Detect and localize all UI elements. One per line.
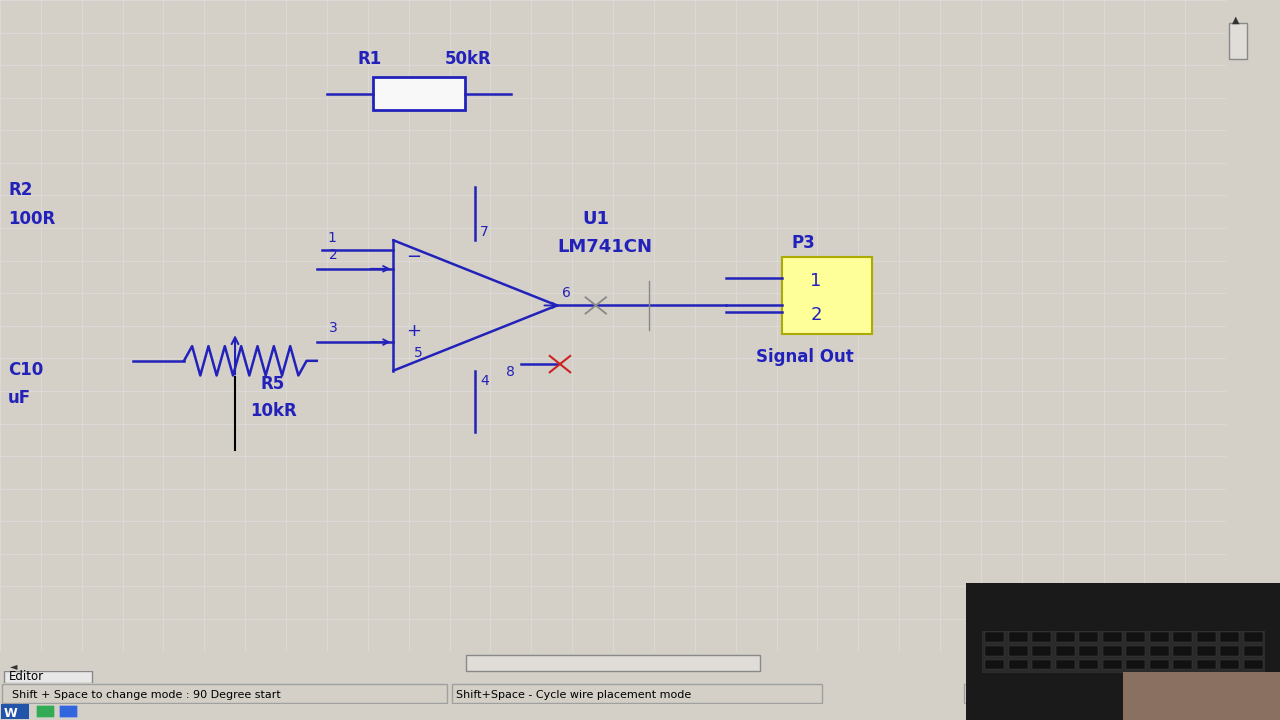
Text: 2: 2 [329,248,338,262]
Text: 1: 1 [326,231,335,245]
Text: 3: 3 [329,321,338,336]
Text: System: System [968,690,1010,700]
Bar [1174,632,1192,642]
Text: 5: 5 [413,346,422,360]
Bar [1009,660,1028,670]
Bar [1229,23,1247,58]
Text: R1: R1 [357,50,381,68]
Bar [1197,646,1216,656]
Text: Shift + Space to change mode : 90 Degree start: Shift + Space to change mode : 90 Degree… [13,690,282,700]
Text: P3: P3 [792,235,815,253]
Bar [1032,632,1051,642]
Text: LM741CN: LM741CN [557,238,652,256]
Text: Editor: Editor [9,670,44,683]
Text: 1: 1 [810,272,822,290]
Text: ▶: ▶ [1197,708,1204,719]
Text: uF: uF [8,390,31,408]
Text: 50kR: 50kR [444,50,492,68]
Bar [1009,646,1028,656]
Text: 4: 4 [480,374,489,388]
Bar [1126,660,1146,670]
Text: 10kR: 10kR [251,402,297,420]
Bar [1,703,29,719]
Bar [1079,660,1098,670]
Bar [1244,632,1263,642]
FancyBboxPatch shape [4,671,92,683]
Bar [59,706,77,717]
Bar [1126,632,1146,642]
Text: ►: ► [1189,661,1197,671]
Bar [372,77,465,110]
Bar [1032,660,1051,670]
Text: Design Compiler: Design Compiler [1084,690,1176,700]
Text: 8: 8 [506,365,515,379]
Bar [36,706,54,717]
Bar [1032,646,1051,656]
Bar [452,684,822,703]
Bar [986,646,1004,656]
Bar [1197,660,1216,670]
Bar [964,684,1071,703]
Bar [1103,646,1121,656]
Bar [1197,632,1216,642]
Bar [782,256,872,334]
Bar [1126,646,1146,656]
Text: C10: C10 [8,361,44,379]
Bar [1149,632,1169,642]
Bar [1220,632,1239,642]
Bar [1056,646,1075,656]
Bar [1149,660,1169,670]
Text: ◄: ◄ [10,661,18,671]
Bar [1149,646,1169,656]
Bar [1103,632,1121,642]
Text: 100R: 100R [8,210,55,228]
Bar [986,660,1004,670]
Text: +: + [406,322,421,340]
Bar [1079,632,1098,642]
Bar [1220,646,1239,656]
Bar [1174,646,1192,656]
Bar [986,632,1004,642]
Text: Shift+Space - Cycle wire placement mode: Shift+Space - Cycle wire placement mode [456,690,691,700]
Bar [1009,632,1028,642]
Bar [3,684,447,703]
Bar [1056,660,1075,670]
Bar [466,655,760,671]
Bar [1220,660,1239,670]
Text: ▲: ▲ [1172,708,1180,719]
Bar [1076,684,1247,703]
Bar [1124,672,1280,720]
Bar [1244,660,1263,670]
Bar [1056,632,1075,642]
Bar [1174,660,1192,670]
Text: R5: R5 [261,375,285,393]
Text: −: − [406,248,421,266]
Text: W: W [4,706,18,719]
Text: Signal Out: Signal Out [756,348,854,366]
Text: 2: 2 [810,307,822,325]
Text: 6: 6 [562,287,571,300]
Text: U1: U1 [582,210,609,228]
Bar [982,631,1265,672]
Bar [1103,660,1121,670]
Text: ▼: ▼ [1231,637,1239,647]
Bar [1079,646,1098,656]
Text: R2: R2 [8,181,32,199]
Text: ▲: ▲ [1231,15,1239,24]
Bar [1244,646,1263,656]
Text: 7: 7 [480,225,489,239]
